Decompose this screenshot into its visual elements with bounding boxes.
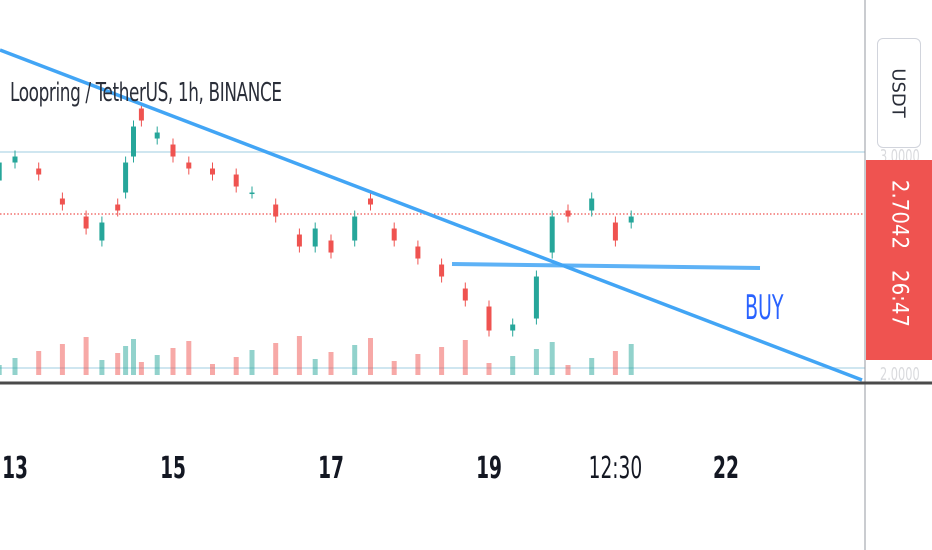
candle-body — [533, 276, 539, 319]
last-price-tag: 2.7042 26:47 — [866, 160, 932, 360]
candle-body — [415, 246, 421, 259]
candle-body — [59, 198, 65, 205]
candle-body — [99, 222, 105, 241]
volume-bar — [352, 345, 358, 375]
candle-body — [210, 168, 215, 175]
symbol-title: Loopring / TetherUS, 1h, BINANCE — [10, 78, 282, 108]
volume-bar — [138, 362, 144, 375]
candle-body — [115, 204, 121, 211]
volume-bar — [533, 349, 539, 375]
volume-bar — [549, 342, 555, 375]
candle-body — [312, 228, 318, 247]
candle-body — [368, 198, 373, 205]
volume-bar — [589, 358, 595, 375]
candle-body — [589, 198, 595, 211]
candle-body — [352, 216, 358, 241]
bar-countdown: 26:47 — [886, 269, 912, 328]
volume-bar — [628, 344, 634, 375]
volume-bar — [312, 359, 318, 375]
volume-bar — [83, 337, 89, 375]
volume-bar — [391, 361, 397, 375]
volume-bar — [612, 351, 618, 375]
price-scale-faded-bottom: 2.0000 — [880, 364, 920, 385]
candle-body — [296, 234, 302, 247]
candle-body — [186, 162, 192, 169]
candle-body — [154, 132, 160, 139]
volume-bar — [131, 339, 136, 375]
volume-bar — [210, 364, 215, 375]
candle-body — [462, 288, 468, 301]
volume-bar — [439, 347, 445, 375]
candle-body — [273, 204, 279, 217]
volume-bar — [415, 354, 421, 375]
candle-body — [138, 108, 144, 121]
volume-bar — [565, 365, 571, 375]
last-price-value: 2.7042 — [886, 179, 912, 250]
candle-body — [510, 324, 516, 331]
candle-body — [439, 264, 445, 277]
volume-bar — [186, 341, 192, 375]
chart-plot-area[interactable] — [0, 0, 865, 383]
candle-body — [233, 174, 239, 187]
x-tick-label: 22 — [713, 450, 739, 485]
x-tick-label: 17 — [318, 450, 344, 485]
candle-body — [249, 192, 255, 195]
currency-button[interactable]: USDT — [877, 38, 921, 148]
volume-bar — [368, 338, 373, 375]
candle-body — [170, 144, 176, 157]
candle-body — [565, 210, 571, 217]
candle-body — [628, 216, 634, 223]
candle-body — [549, 216, 555, 253]
volume-bar — [233, 357, 239, 375]
volume-bar — [273, 343, 279, 375]
x-tick-label: 19 — [476, 450, 502, 485]
x-tick-label: 12:30 — [589, 450, 643, 485]
support-line[interactable] — [451, 262, 761, 270]
volume-bar — [0, 365, 2, 375]
volume-bar — [115, 353, 121, 375]
descending-trendline[interactable] — [0, 48, 863, 382]
candle-body — [83, 216, 89, 229]
volume-bar — [36, 351, 42, 375]
candle-body — [131, 126, 136, 157]
candle-body — [123, 162, 129, 193]
volume-bar — [462, 340, 468, 375]
volume-bars — [0, 336, 634, 375]
candle-body — [0, 162, 2, 181]
volume-bar — [59, 344, 65, 375]
volume-bar — [12, 358, 18, 375]
x-tick-label: 13 — [2, 450, 28, 485]
volume-bar — [99, 360, 105, 375]
volume-bar — [510, 356, 516, 375]
currency-label: USDT — [888, 68, 910, 118]
candles — [0, 102, 634, 337]
candle-body — [36, 168, 42, 175]
x-tick-label: 15 — [160, 450, 186, 485]
volume-bar — [123, 346, 129, 375]
volume-bar — [154, 355, 160, 375]
volume-bar — [249, 350, 255, 375]
volume-bar — [328, 352, 334, 375]
volume-bar — [170, 348, 176, 375]
candle-body — [328, 240, 334, 253]
candle-body — [612, 222, 618, 241]
candle-body — [486, 306, 492, 331]
buy-annotation[interactable]: BUY — [745, 288, 784, 328]
volume-bar — [296, 336, 302, 375]
candle-body — [12, 156, 18, 163]
candle-body — [391, 228, 397, 241]
volume-bar — [486, 363, 492, 375]
x-axis-ticks: 13 15 17 19 12:30 22 — [2, 450, 739, 485]
